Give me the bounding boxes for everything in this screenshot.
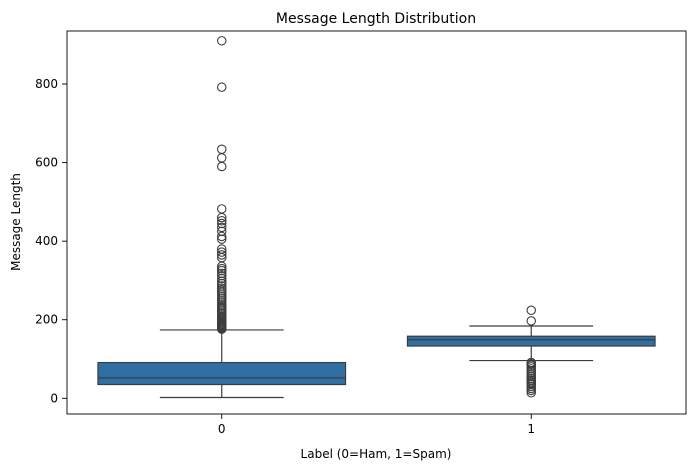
y-tick-label: 600 xyxy=(35,156,58,170)
outlier-point xyxy=(217,36,227,46)
outlier-point xyxy=(217,204,227,214)
outlier-point xyxy=(217,215,227,226)
outlier-point xyxy=(217,250,227,260)
box-group-1 xyxy=(406,305,656,398)
axes: 0 200 400 600 800 0 1 xyxy=(35,77,535,436)
outlier-point xyxy=(217,144,227,154)
outlier-point xyxy=(217,82,227,92)
outlier-point xyxy=(217,218,227,229)
outlier-point xyxy=(217,283,227,294)
outlier-point xyxy=(526,316,536,326)
y-axis-label: Message Length xyxy=(9,173,23,271)
outlier-point xyxy=(217,161,227,172)
x-tick-label: 1 xyxy=(527,422,535,436)
plot-frame xyxy=(66,30,687,415)
chart-title: Message Length Distribution xyxy=(276,11,476,27)
outlier-point xyxy=(217,153,227,163)
y-tick-label: 200 xyxy=(35,313,58,327)
x-tick-label: 0 xyxy=(218,422,226,436)
y-tick-label: 800 xyxy=(35,77,58,91)
outlier-point xyxy=(526,305,536,316)
outlier-point xyxy=(217,270,227,281)
box-iqr xyxy=(406,335,656,347)
y-tick-label: 400 xyxy=(35,234,58,248)
outlier-point xyxy=(217,281,227,291)
outlier-point xyxy=(217,268,227,279)
box-iqr xyxy=(97,361,347,386)
outlier-point xyxy=(217,244,227,254)
outlier-point xyxy=(217,222,227,233)
outlier-point xyxy=(526,357,536,368)
y-tick-label: 0 xyxy=(50,391,58,405)
outlier-point xyxy=(217,247,227,257)
plot-area xyxy=(97,36,656,399)
x-axis-label: Label (0=Ham, 1=Spam) xyxy=(301,447,452,461)
outlier-point xyxy=(217,231,227,242)
outlier-point xyxy=(217,263,227,274)
box-group-0 xyxy=(97,36,347,399)
